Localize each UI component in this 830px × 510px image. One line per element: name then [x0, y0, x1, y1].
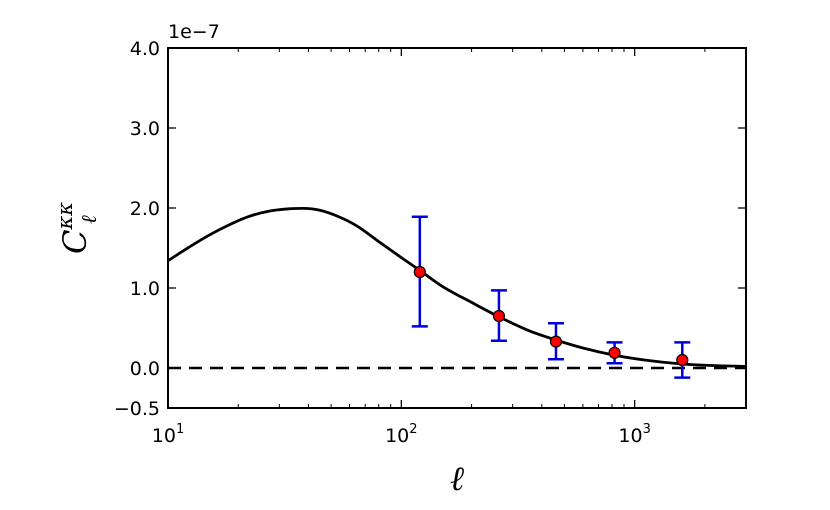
model-curve	[167, 207, 747, 368]
data-point-3	[549, 335, 563, 348]
axes-layer: 101 102 103−0.50.01.02.03.04.0	[114, 38, 746, 447]
data-point-1	[413, 265, 426, 279]
x-tick-label-exponent: 2	[409, 422, 417, 437]
x-tick-label-exponent: 1	[176, 422, 184, 437]
data-point-5	[676, 353, 689, 367]
x-axis-label: ℓ	[450, 459, 464, 499]
x-tick-label-base: 10	[385, 425, 409, 447]
x-tick-label-base: 10	[152, 425, 176, 447]
y-axis-label-main: C	[56, 230, 94, 254]
y-tick-label: 1.0	[130, 278, 160, 300]
y-tick-label: 2.0	[130, 198, 160, 220]
y-tick-label: 3.0	[130, 118, 160, 140]
data-point-4	[608, 346, 621, 359]
y-offset-label: 1e−7	[168, 21, 220, 43]
x-tick-label-exponent: 3	[643, 422, 651, 437]
x-tick-label: 101	[152, 422, 184, 447]
y-axis-label-sup: κκ	[53, 202, 77, 231]
data-point-2	[492, 309, 506, 323]
y-tick-label: −0.5	[114, 398, 160, 420]
plot-frame	[167, 47, 747, 409]
svg-text:Cκκℓ: Cκκℓ	[53, 202, 101, 254]
y-axis-label: Cκκℓ	[53, 202, 101, 254]
x-tick-label: 102	[385, 422, 417, 447]
plot-content	[167, 207, 747, 379]
y-axis-label-sub: ℓ	[77, 215, 101, 224]
y-tick-label: 0.0	[130, 358, 160, 380]
y-tick-label: 4.0	[130, 38, 160, 60]
x-tick-label-base: 10	[618, 425, 642, 447]
x-tick-label: 103	[618, 422, 650, 447]
